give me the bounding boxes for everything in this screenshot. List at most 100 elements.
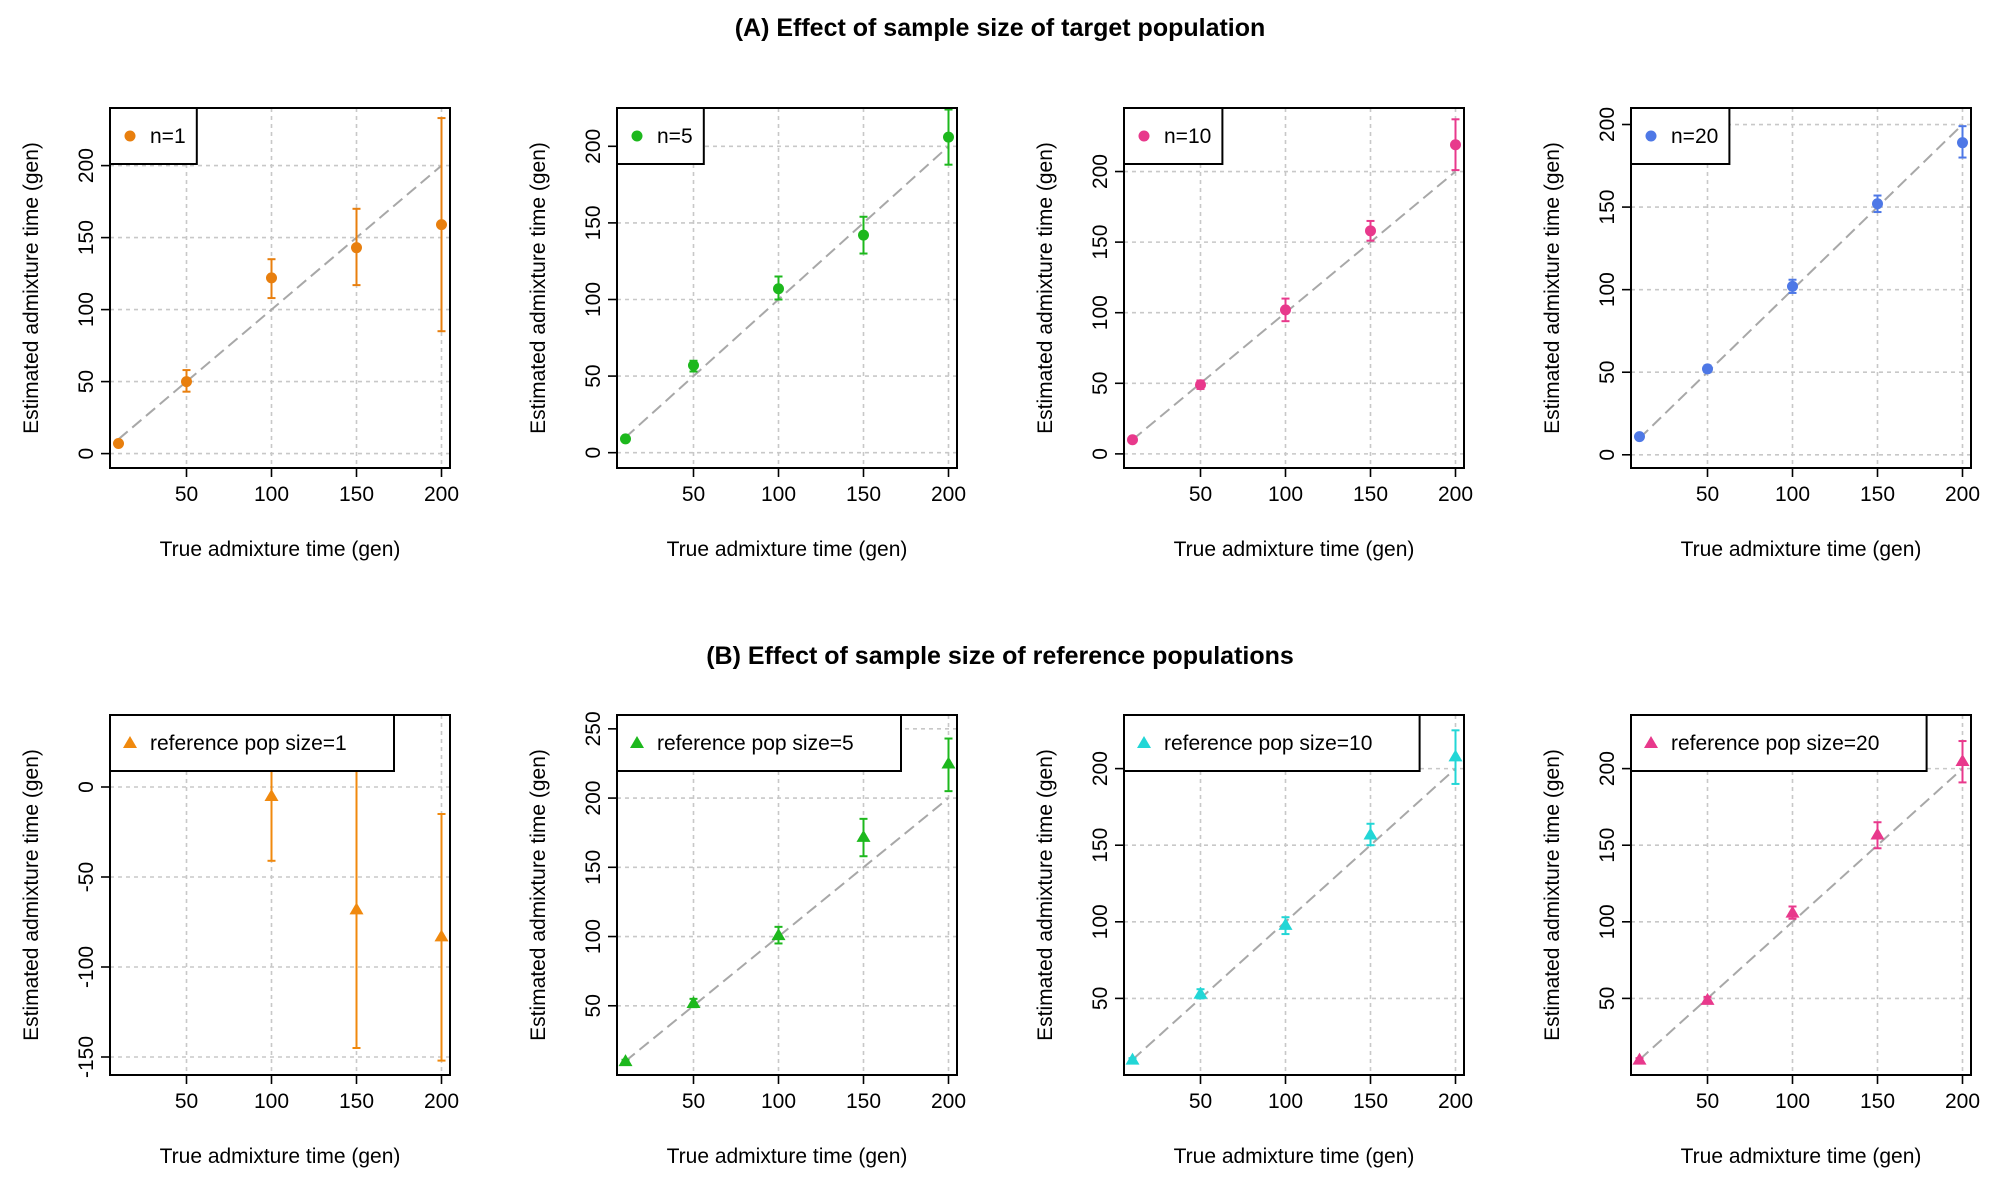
y-tick-label: 50 [1089,987,1112,1010]
y-tick-label: 150 [582,850,605,885]
y-tick-label: 200 [75,148,98,183]
legend-marker [631,130,643,142]
reference-line-y-equals-x [624,145,950,439]
data-point [349,902,364,915]
y-tick-label: -50 [75,862,98,892]
y-tick-label: -150 [75,1036,98,1078]
data-point [858,229,869,241]
data-point [1955,753,1970,766]
plot-frame [109,107,451,469]
y-tick-label: 100 [582,282,605,317]
data-point [434,929,449,942]
y-tick-label: 100 [1089,295,1112,330]
y-tick-label: -100 [75,946,98,988]
plot-panel-b3: 50 100 150 200 50 100 150 200 True admixture tim… [1034,714,1473,1168]
plot-data-area [113,117,447,450]
y-tick-label: 150 [75,220,98,255]
y-axis-label: Estimated admixture time (gen) [20,142,43,434]
y-tick-label: 150 [1596,190,1619,225]
y-tick-label: 50 [1089,372,1112,395]
legend-marker [1645,130,1657,142]
legend-box [1630,714,1928,772]
data-point [1785,905,1800,918]
legend-label: reference pop size=10 [1164,732,1372,755]
y-axis-label: Estimated admixture time (gen) [20,749,43,1041]
plot-panel-b4: 50 100 150 200 50 100 150 200 True admixture tim… [1541,714,1980,1168]
x-tick-label: 150 [1353,1090,1388,1113]
plot-data-area [1127,118,1461,446]
plot-data-area [618,737,956,1067]
y-axis-label: Estimated admixture time (gen) [527,142,550,434]
plot-panel-a1: 50 100 150 200 0 50 100 150 200 True admixture ti… [20,107,459,561]
y-tick-label: 100 [1596,272,1619,307]
data-point [686,996,701,1008]
x-tick-label: 200 [424,483,459,506]
x-tick-label: 50 [175,483,198,506]
x-tick-label: 100 [254,483,289,506]
x-tick-label: 200 [1945,483,1980,506]
legend-box [109,107,198,165]
x-tick-label: 50 [682,1090,705,1113]
data-point [941,756,956,769]
x-axis-label: True admixture time (gen) [1681,538,1922,561]
y-tick-label: 200 [582,781,605,816]
x-tick-label: 100 [254,1090,289,1113]
x-tick-label: 150 [339,483,374,506]
legend-marker [124,130,136,142]
reference-line-y-equals-x [1638,123,1964,439]
x-tick-label: 100 [1775,483,1810,506]
data-point [113,438,124,450]
x-tick-label: 200 [1945,1090,1980,1113]
y-tick-label: 200 [1596,107,1619,142]
y-tick-label: 150 [1596,828,1619,863]
x-axis-label: True admixture time (gen) [1681,1145,1922,1168]
data-point [1872,198,1883,210]
y-tick-label: 100 [582,919,605,954]
legend-label: reference pop size=1 [150,732,347,755]
x-tick-label: 50 [682,483,705,506]
legend-box [616,107,705,165]
y-axis-label: Estimated admixture time (gen) [1541,749,1564,1041]
y-tick-label: 200 [1596,751,1619,786]
legend-marker [630,736,644,748]
data-point [771,928,786,941]
data-point [618,1054,633,1067]
y-tick-label: 0 [582,447,605,459]
data-point [181,376,192,388]
y-tick-label: 0 [1089,448,1112,460]
plot-panel-a3: 50 100 150 200 0 50 100 150 200 True admixture ti… [1034,107,1473,561]
data-point [436,219,447,231]
plot-frame [1630,107,1972,469]
data-point [1702,363,1713,375]
y-axis-label: Estimated admixture time (gen) [1541,142,1564,434]
data-point [856,829,871,842]
data-point [1278,917,1293,930]
y-tick-label: 50 [1596,361,1619,384]
data-point [1632,1052,1647,1065]
x-tick-label: 150 [1353,483,1388,506]
y-tick-label: 0 [75,781,98,793]
y-tick-label: 100 [1596,904,1619,939]
section-b-title: (B) Effect of sample size of reference p… [706,642,1294,670]
y-tick-label: 50 [582,364,605,387]
reference-line-y-equals-x [624,797,950,1062]
x-tick-label: 200 [424,1090,459,1113]
reference-line-y-equals-x [1638,767,1964,1061]
y-tick-label: 50 [75,370,98,393]
x-tick-label: 200 [1438,1090,1473,1113]
x-tick-label: 100 [761,483,796,506]
legend-box [109,714,395,772]
legend-label: reference pop size=5 [657,732,854,755]
x-tick-label: 50 [1696,483,1719,506]
x-tick-label: 150 [846,1090,881,1113]
legend-marker [123,736,137,748]
x-tick-label: 150 [339,1090,374,1113]
x-tick-label: 200 [931,1090,966,1113]
data-point [1280,304,1291,316]
section-a-title: (A) Effect of sample size of target popu… [734,14,1266,42]
plot-panel-a4: 50 100 150 200 0 50 100 150 200 True admixture ti… [1541,107,1980,561]
legend-marker [1644,736,1658,748]
legend-box [616,714,902,772]
x-tick-label: 200 [1438,483,1473,506]
y-axis-label: Estimated admixture time (gen) [1034,142,1057,434]
